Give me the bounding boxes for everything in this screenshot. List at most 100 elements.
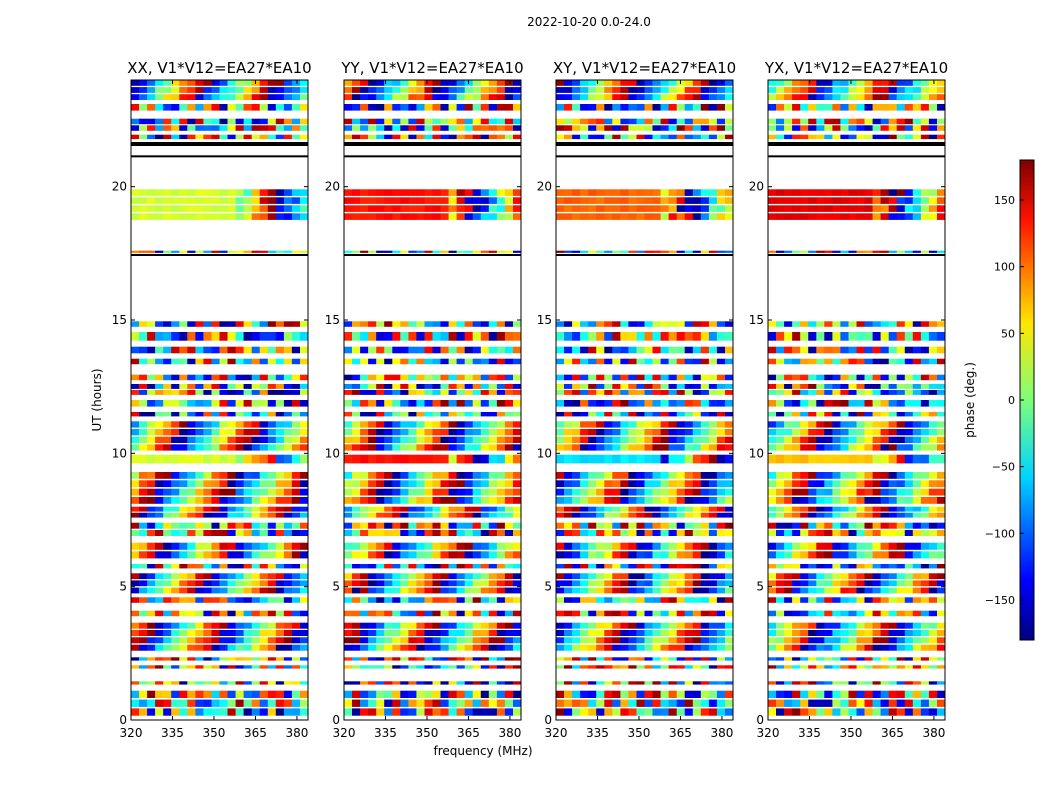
heatmap-cell	[896, 189, 906, 196]
heatmap-cell	[291, 429, 301, 436]
heatmap-cell	[556, 358, 565, 365]
heatmap-cell	[432, 506, 441, 512]
heatmap-cell	[171, 189, 180, 196]
heatmap-cell	[684, 374, 694, 381]
heatmap-cell	[131, 644, 140, 651]
heatmap-cell	[344, 708, 353, 716]
heatmap-cell	[800, 358, 809, 365]
heatmap-cell	[352, 197, 361, 204]
heatmap-cell	[668, 472, 677, 479]
heatmap-cell	[612, 699, 621, 707]
heatmap-cell	[464, 681, 474, 685]
heatmap-cell	[440, 412, 449, 417]
heatmap-cell	[267, 213, 277, 220]
heatmap-cell	[472, 610, 482, 617]
heatmap-cell	[291, 551, 301, 559]
heatmap-cell	[384, 699, 393, 707]
heatmap-cell	[456, 690, 465, 698]
heatmap-cell	[187, 197, 196, 204]
heatmap-cell	[448, 630, 457, 636]
heatmap-cell	[848, 205, 857, 212]
heatmap-cell	[147, 708, 156, 716]
heatmap-cell	[596, 80, 605, 86]
heatmap-cell	[668, 321, 677, 327]
heatmap-cell	[692, 597, 702, 603]
heatmap-cell	[808, 358, 817, 365]
heatmap-cell	[888, 358, 898, 365]
heatmap-cell	[636, 412, 645, 417]
heatmap-cell	[488, 421, 498, 428]
heatmap-cell	[400, 497, 409, 504]
heatmap-cell	[808, 681, 817, 685]
heatmap-cell	[376, 564, 385, 569]
heatmap-cell	[456, 522, 465, 529]
heatmap-cell	[440, 80, 449, 86]
heatmap-cell	[912, 644, 922, 651]
heatmap-cell	[564, 421, 573, 428]
heatmap-cell	[513, 384, 522, 389]
heatmap-cell	[636, 681, 645, 685]
heatmap-cell	[291, 488, 301, 496]
heatmap-cell	[856, 681, 865, 685]
heatmap-cell	[904, 480, 914, 488]
heatmap-cell	[588, 665, 597, 669]
heatmap-cell	[251, 374, 261, 381]
heatmap-cell	[588, 512, 597, 518]
heatmap-cell	[824, 506, 833, 512]
heatmap-cell	[283, 522, 293, 529]
heatmap-cell	[368, 472, 377, 479]
heatmap-cell	[644, 690, 653, 698]
heatmap-cell	[448, 374, 457, 381]
heatmap-cell	[163, 542, 172, 550]
heatmap-cell	[235, 444, 244, 451]
heatmap-cell	[211, 690, 220, 698]
heatmap-cell	[716, 681, 726, 685]
heatmap-cell	[147, 384, 156, 389]
heatmap-cell	[227, 480, 236, 488]
heatmap-cell	[513, 681, 522, 685]
heatmap-cell	[880, 87, 889, 93]
heatmap-cell	[556, 597, 565, 603]
heatmap-cell	[604, 573, 613, 580]
heatmap-cell	[864, 480, 873, 488]
heatmap-cell	[163, 250, 172, 253]
heatmap-cell	[187, 104, 196, 111]
heatmap-cell	[227, 681, 236, 685]
heatmap-cell	[211, 610, 220, 617]
heatmap-cell	[440, 573, 449, 580]
heatmap-cell	[888, 94, 898, 100]
heatmap-cell	[864, 580, 873, 587]
heatmap-cell	[300, 118, 309, 125]
heatmap-cell	[283, 421, 293, 428]
heatmap-cell	[384, 400, 393, 407]
heatmap-cell	[195, 530, 204, 536]
heatmap-cell	[856, 400, 865, 407]
heatmap-cell	[456, 87, 465, 93]
heatmap-cell	[432, 205, 441, 212]
heatmap-cell	[652, 87, 661, 93]
heatmap-cell	[251, 332, 261, 341]
heatmap-cell	[496, 657, 506, 661]
heatmap-cell	[588, 358, 597, 365]
heatmap-cell	[628, 374, 637, 381]
heatmap-cell	[432, 622, 441, 629]
heatmap-cell	[464, 412, 474, 417]
heatmap-cell	[513, 189, 522, 196]
heatmap-cell	[504, 665, 514, 669]
heatmap-cell	[872, 197, 881, 204]
heatmap-cell	[792, 564, 801, 569]
heatmap-cell	[155, 551, 164, 559]
heatmap-cell	[440, 580, 449, 587]
heatmap-cell	[360, 690, 369, 698]
heatmap-cell	[716, 390, 726, 395]
heatmap-cell	[864, 708, 873, 716]
heatmap-cell	[904, 358, 914, 365]
heatmap-cell	[888, 125, 898, 131]
heatmap-cell	[440, 189, 449, 196]
heatmap-cell	[692, 644, 702, 651]
heatmap-cell	[360, 429, 369, 436]
heatmap-cell	[792, 681, 801, 685]
heatmap-cell	[904, 118, 914, 125]
heatmap-cell	[472, 454, 482, 464]
heatmap-cell	[472, 436, 482, 443]
